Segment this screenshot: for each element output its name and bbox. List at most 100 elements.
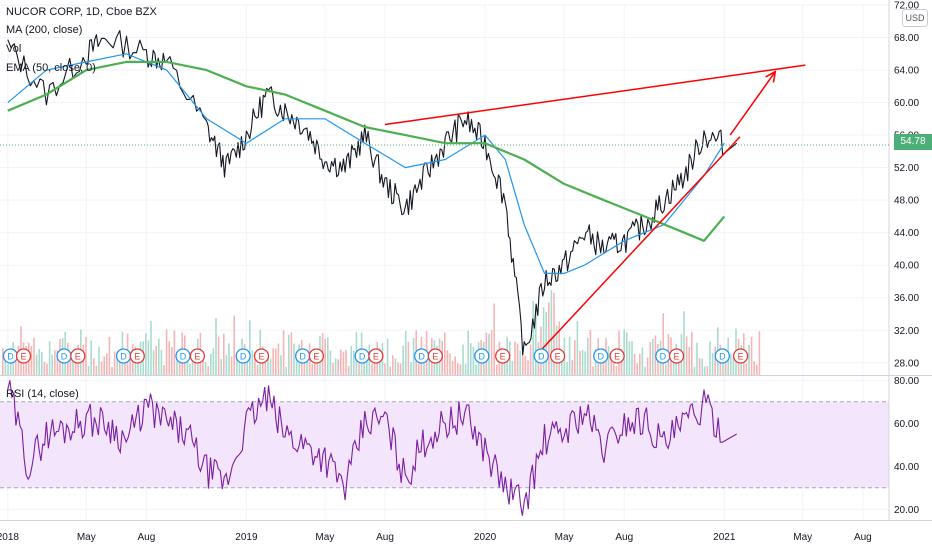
volume-bar-262 [683, 311, 685, 375]
volume-bar-79 [207, 365, 209, 375]
volume-bar-258 [672, 358, 675, 375]
price-tick-3: 40.00 [894, 261, 919, 272]
earnings-marker-21[interactable]: E [609, 348, 625, 364]
dividend-marker-16[interactable]: D [474, 348, 490, 364]
volume-bar-270 [704, 366, 706, 375]
earnings-marker-19[interactable]: E [549, 348, 566, 364]
volume-bar-121 [316, 363, 319, 375]
earnings-marker-7[interactable]: E [189, 348, 206, 364]
volume-bar-20 [54, 350, 56, 375]
volume-bar-84 [220, 359, 222, 375]
earnings-marker-15[interactable]: E [427, 348, 443, 364]
volume-bar-103 [269, 358, 272, 375]
earnings-marker-11[interactable]: E [308, 348, 325, 364]
volume-bar-137 [358, 358, 360, 375]
volume-bar-26 [69, 354, 72, 375]
volume-bar-288 [750, 336, 753, 375]
volume-bar-197 [514, 341, 516, 375]
time-tick-2: Aug [138, 532, 156, 543]
volume-bar-1 [4, 357, 7, 375]
dividend-marker-2[interactable]: D [56, 348, 72, 364]
volume-bar-224 [584, 351, 586, 375]
rsi-indicator-label[interactable]: RSI (14, close) [6, 388, 79, 400]
volume-bar-153 [399, 363, 402, 375]
marker-label-16: D [479, 352, 486, 362]
volume-bar-68 [178, 358, 181, 375]
earnings-marker-13[interactable]: E [368, 348, 384, 364]
earnings-marker-25[interactable]: E [732, 348, 749, 364]
dividend-marker-6[interactable]: D [175, 348, 191, 364]
volume-bar-86 [225, 354, 228, 375]
volume-bar-28 [74, 356, 77, 375]
marker-label-15: E [432, 352, 438, 362]
dividend-marker-20[interactable]: D [593, 348, 609, 364]
dividend-marker-22[interactable]: D [655, 348, 671, 364]
volume-bar-157 [410, 362, 412, 375]
symbol-title[interactable]: NUCOR CORP, 1D, Cboe BZX [6, 6, 157, 18]
volume-bar-220 [574, 340, 576, 375]
earnings-marker-5[interactable]: E [129, 348, 145, 364]
dividend-marker-12[interactable]: D [354, 348, 370, 364]
time-tick-8: Aug [615, 532, 633, 543]
marker-label-20: D [597, 352, 604, 362]
ema-indicator-label[interactable]: EMA (50, close, 0) [6, 62, 96, 74]
volume-bar-201 [524, 355, 527, 375]
currency-badge[interactable]: USD [902, 9, 928, 27]
earnings-marker-23[interactable]: E [668, 348, 685, 364]
marker-label-17: E [500, 352, 506, 362]
dividend-marker-8[interactable]: D [235, 348, 251, 364]
volume-bar-18 [48, 341, 51, 375]
volume-bar-21 [56, 350, 59, 375]
volume-bar-133 [347, 365, 350, 375]
dividend-marker-4[interactable]: D [115, 348, 132, 364]
marker-circle-1 [15, 348, 32, 364]
volume-bar-131 [342, 351, 345, 375]
volume-bar-142 [371, 363, 373, 375]
dividend-marker-0[interactable]: D [2, 348, 19, 364]
dividend-marker-18[interactable]: D [533, 348, 549, 364]
earnings-marker-9[interactable]: E [253, 348, 270, 364]
ma-indicator-label[interactable]: MA (200, close) [6, 24, 83, 36]
volume-bar-217 [566, 361, 568, 375]
price-tick-6: 52.00 [894, 163, 919, 174]
marker-label-4: D [120, 352, 127, 362]
volume-bar-174 [454, 356, 456, 375]
rsi-tick-2: 60.00 [894, 419, 919, 430]
rsi-tick-0: 20.00 [894, 505, 919, 516]
volume-indicator-label[interactable]: Vol [6, 43, 22, 55]
marker-circle-15 [427, 348, 443, 364]
dividend-marker-14[interactable]: D [413, 348, 430, 364]
trendlines [384, 64, 806, 357]
marker-label-13: E [373, 352, 379, 362]
volume-bar-39 [103, 356, 105, 375]
volume-bar-247 [644, 366, 646, 375]
volume-bar-36 [95, 365, 98, 375]
volume-bar-112 [293, 343, 295, 375]
volume-bar-264 [688, 347, 690, 375]
dividend-marker-10[interactable]: D [295, 348, 311, 364]
volume-bar-290 [756, 364, 758, 375]
volume-bar-263 [685, 336, 688, 375]
volume-bar-111 [290, 332, 293, 375]
dividend-marker-24[interactable]: D [714, 348, 730, 364]
marker-label-7: E [194, 352, 200, 362]
volume-bar-266 [693, 366, 696, 375]
marker-label-18: D [538, 352, 545, 362]
volume-bar-106 [277, 343, 280, 375]
volume-bar-77 [202, 358, 204, 375]
time-tick-7: May [555, 532, 574, 543]
volume-bar-91 [238, 362, 241, 375]
volume-bar-67 [176, 352, 178, 375]
volume-bar-110 [288, 334, 290, 375]
volume-bar-88 [230, 356, 233, 375]
volume-bar-47 [124, 356, 126, 375]
volume-bar-176 [459, 364, 462, 375]
volume-bar-268 [698, 358, 701, 375]
earnings-marker-1[interactable]: E [15, 348, 32, 364]
volume-bar-125 [327, 337, 329, 375]
volume-bar-83 [217, 336, 220, 375]
earnings-marker-3[interactable]: E [70, 348, 86, 364]
earnings-marker-17[interactable]: E [495, 348, 511, 364]
